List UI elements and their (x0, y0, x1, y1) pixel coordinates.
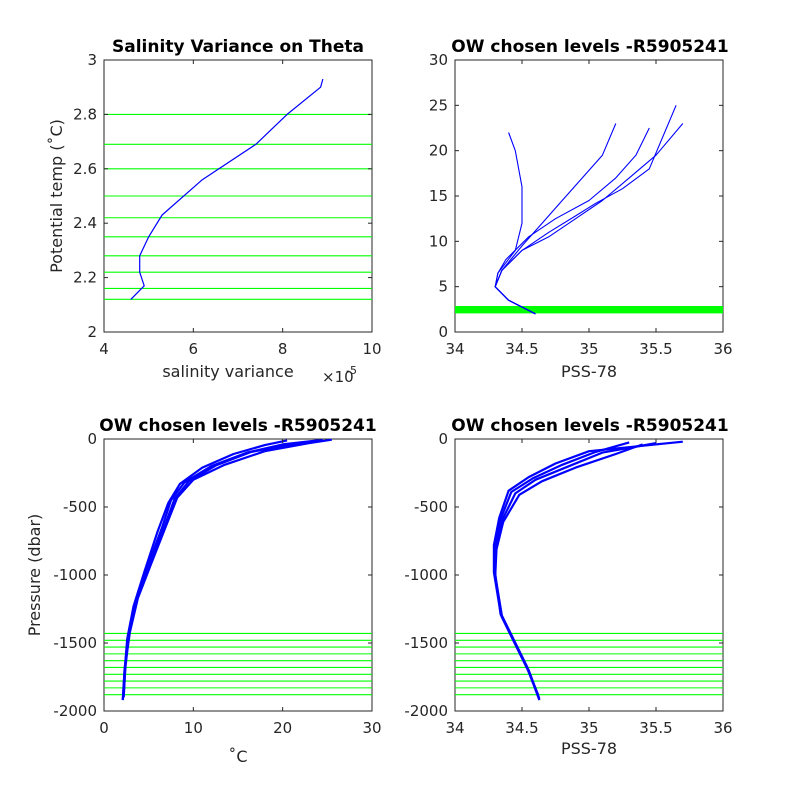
y-tick-label: 5 (438, 278, 448, 296)
data-series (130, 78, 324, 300)
chosen-levels (455, 632, 723, 696)
y-axis-label: Potential temp (˚C) (47, 119, 66, 273)
chosen-levels (455, 305, 723, 314)
series-line (121, 439, 288, 701)
x-tick-label: 34.5 (505, 340, 538, 358)
x-ticks: 34 34.5 35 35.5 36 (445, 60, 733, 358)
x-tick-label: 34 (445, 340, 464, 358)
x-tick-label: 35 (579, 340, 598, 358)
y-ticks: 2 2.2 2.4 2.6 2.8 3 (73, 51, 372, 341)
y-tick-label: 2 (87, 323, 97, 341)
y-tick-label: 10 (429, 232, 448, 250)
series-line (130, 78, 324, 300)
chart-title: OW chosen levels -R5905241 (451, 416, 728, 436)
y-tick-label: 15 (429, 187, 448, 205)
x-tick-label: 6 (189, 340, 199, 358)
y-tick-label: 20 (429, 142, 448, 160)
y-tick-label: -1000 (53, 566, 97, 584)
x-axis-label: PSS-78 (561, 739, 617, 758)
x-axis-exponent-base: ×10 (322, 368, 354, 386)
series-line (494, 105, 677, 315)
y-tick-label: 3 (87, 51, 97, 69)
y-tick-label: 2.4 (73, 214, 97, 232)
data-series (121, 438, 332, 701)
y-tick-label: 2.6 (73, 160, 97, 178)
y-tick-label: -2000 (53, 702, 97, 720)
x-tick-label: 36 (713, 719, 732, 737)
x-ticks: 0 10 20 30 (99, 439, 382, 737)
y-tick-label: 0 (438, 430, 448, 448)
chosen-levels (104, 113, 372, 300)
y-tick-label: 2.2 (73, 269, 97, 287)
series-line (494, 441, 630, 696)
x-tick-label: 20 (273, 719, 292, 737)
x-tick-label: 8 (278, 340, 288, 358)
y-ticks: -2000 -1500 -1000 -500 0 (53, 430, 372, 720)
data-series (494, 105, 684, 315)
x-tick-label: 10 (362, 340, 381, 358)
y-tick-label: -1500 (404, 634, 448, 652)
y-tick-label: 25 (429, 96, 448, 114)
x-tick-label: 34.5 (505, 719, 538, 737)
x-tick-label: 30 (362, 719, 381, 737)
x-tick-label: 0 (99, 719, 109, 737)
y-tick-label: 30 (429, 51, 448, 69)
panel-salinity-variance: 4 6 8 10 2 2.2 2.4 2.6 2.8 3 Salinity Variance o… (47, 37, 382, 386)
x-tick-label: 35 (579, 719, 598, 737)
y-tick-label: -2000 (404, 702, 448, 720)
x-axis-label: salinity variance (162, 362, 293, 381)
y-tick-label: 0 (87, 430, 97, 448)
axes-box (103, 438, 373, 712)
panel-salinity-pressure: 34 34.5 35 35.5 36 -2000 -1500 -1000 -500 0 OW c… (404, 416, 732, 758)
y-tick-label: -500 (63, 498, 97, 516)
axes-box (454, 59, 724, 333)
x-tick-label: 35.5 (639, 719, 672, 737)
x-tick-label: 10 (184, 719, 203, 737)
panel-temperature-pressure: 0 10 20 30 -2000 -1500 -1000 -500 0 OW chosen l… (25, 416, 382, 766)
y-tick-label: 0 (438, 323, 448, 341)
y-ticks: 0 5 10 15 20 25 30 (429, 51, 723, 341)
y-tick-label: -1000 (404, 566, 448, 584)
x-tick-label: 36 (713, 340, 732, 358)
chart-title: OW chosen levels -R5905241 (99, 416, 376, 436)
y-tick-label: 2.8 (73, 105, 97, 123)
x-ticks: 34 34.5 35 35.5 36 (445, 439, 733, 737)
x-tick-label: 4 (99, 340, 109, 358)
chosen-levels (104, 632, 372, 696)
y-axis-label: Pressure (dbar) (25, 514, 44, 637)
x-tick-label: 34 (445, 719, 464, 737)
series-line (122, 439, 324, 695)
panel-theta-salinity: 34 34.5 35 35.5 36 0 5 10 15 20 25 30 OW chosen le… (429, 37, 733, 381)
data-series (492, 440, 683, 701)
x-axis-label: PSS-78 (561, 362, 617, 381)
x-ticks: 4 6 8 10 (99, 60, 382, 358)
y-tick-label: -500 (414, 498, 448, 516)
y-ticks: -2000 -1500 -1000 -500 0 (404, 430, 723, 720)
chart-title: Salinity Variance on Theta (112, 37, 364, 57)
x-axis-exponent-power: -5 (346, 364, 357, 377)
x-tick-label: 35.5 (639, 340, 672, 358)
y-tick-label: -1500 (53, 634, 97, 652)
chart-title: OW chosen levels -R5905241 (451, 37, 728, 57)
x-axis-label: ˚C (228, 747, 247, 766)
